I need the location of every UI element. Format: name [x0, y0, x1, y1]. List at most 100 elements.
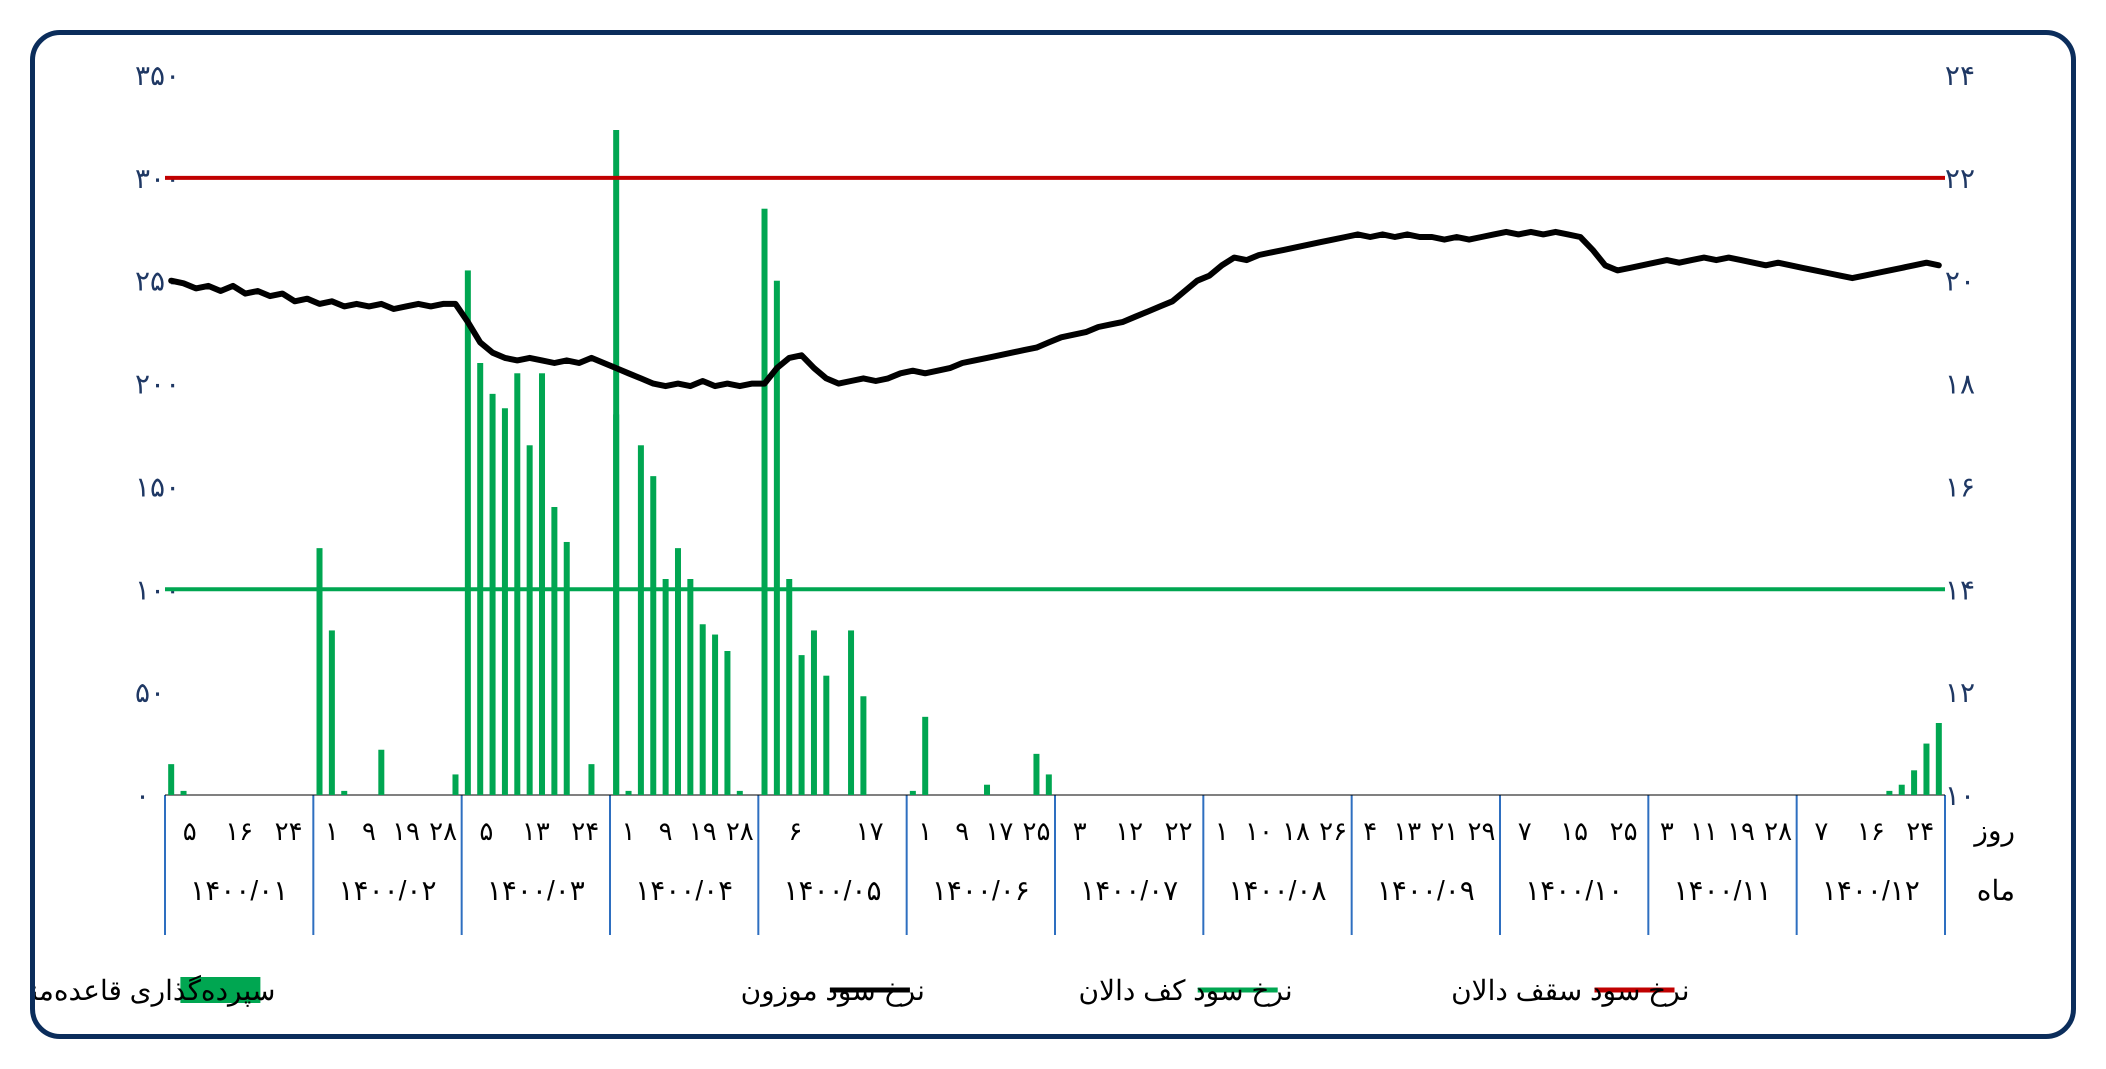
x-day-label: ۹ [362, 816, 376, 846]
deposit-bar [551, 507, 557, 795]
x-day-label: ۱۹ [1727, 816, 1755, 846]
deposit-bar [502, 408, 508, 795]
x-day-label: ۲۸ [429, 816, 457, 846]
deposit-bar [1899, 785, 1905, 795]
deposit-bar [786, 579, 792, 795]
right-axis-label: ۲۰ [1945, 266, 1975, 297]
x-day-label: ۲۱ [1430, 816, 1458, 846]
x-month-label: ۱۴۰۰/۱۰ [1525, 875, 1623, 906]
chart-svg: ۰۵۰۱۰۰۱۵۰۲۰۰۲۵۰۳۰۰۳۵۰۱۰۱۲۱۴۱۶۱۸۲۰۲۲۲۴۵۱۶… [35, 35, 2071, 1034]
left-axis-label: ۳۵۰ [135, 60, 180, 91]
x-day-label: ۱۱ [1690, 816, 1718, 846]
deposit-bar [1046, 774, 1052, 795]
x-day-label: ۵ [183, 816, 197, 846]
x-day-label: ۱۷ [856, 816, 884, 846]
x-day-label: ۱۳ [522, 816, 550, 846]
deposit-bar [1936, 723, 1942, 795]
x-month-label: ۱۴۰۰/۰۷ [1080, 875, 1178, 906]
x-day-label: ۱۹ [392, 816, 420, 846]
right-axis-label: ۱۶ [1945, 471, 1975, 502]
x-day-label: ۱۵ [1560, 816, 1588, 846]
x-day-label: ۹ [955, 816, 969, 846]
x-day-label: ۲۴ [275, 816, 303, 846]
deposit-bar [527, 445, 533, 795]
deposit-bar [650, 476, 656, 795]
deposit-bar [922, 717, 928, 795]
deposit-bar [712, 635, 718, 795]
deposit-bar [465, 270, 471, 795]
legend-label: نرخ سود کف دالان [1079, 975, 1293, 1007]
x-month-label: ۱۴۰۰/۰۲ [338, 875, 436, 906]
deposit-bar [687, 579, 693, 795]
x-day-label: ۲۴ [1906, 816, 1934, 846]
x-month-label: ۱۴۰۰/۰۸ [1228, 875, 1326, 906]
x-day-label: ۱ [1215, 816, 1229, 846]
deposit-bar [564, 542, 570, 795]
x-day-label: ۲۸ [1764, 816, 1792, 846]
deposit-bar [452, 774, 458, 795]
deposit-bar [848, 630, 854, 795]
deposit-bar [675, 548, 681, 795]
legend-label: نرخ سود موزون [741, 975, 925, 1007]
deposit-bar [317, 548, 323, 795]
x-month-label: ۱۴۰۰/۰۳ [487, 875, 585, 906]
right-axis-label: ۱۸ [1945, 369, 1975, 400]
deposit-bar [638, 445, 644, 795]
deposit-bar [799, 655, 805, 795]
x-month-label: ۱۴۰۰/۱۱ [1673, 875, 1771, 906]
deposit-bar [329, 630, 335, 795]
deposit-bar [1923, 744, 1929, 795]
x-day-label: ۲۵ [1022, 816, 1050, 846]
x-day-label: ۱۶ [225, 816, 253, 846]
x-day-label: ۳ [1073, 816, 1087, 846]
x-day-label: ۲۸ [726, 816, 754, 846]
left-axis-label: ۱۵۰ [135, 471, 180, 502]
deposit-bar [984, 785, 990, 795]
left-axis-label: ۰ [135, 780, 150, 811]
deposit-bar [168, 764, 174, 795]
x-day-label: ۱۰ [1245, 816, 1273, 846]
deposit-bar [910, 791, 916, 795]
x-row-month-label: ماه [1977, 875, 2015, 906]
chart-frame: ۰۵۰۱۰۰۱۵۰۲۰۰۲۵۰۳۰۰۳۵۰۱۰۱۲۱۴۱۶۱۸۲۰۲۲۲۴۵۱۶… [30, 30, 2076, 1039]
deposit-bar [378, 750, 384, 795]
deposit-bar [490, 394, 496, 795]
x-row-day-label: روز [1972, 815, 2015, 847]
x-day-label: ۱ [918, 816, 932, 846]
deposit-bar [1911, 770, 1917, 795]
deposit-bar [663, 579, 669, 795]
right-axis-label: ۱۲ [1945, 677, 1975, 708]
x-day-label: ۳ [1660, 816, 1674, 846]
right-axis-label: ۲۲ [1945, 163, 1975, 194]
x-month-label: ۱۴۰۰/۱۲ [1822, 875, 1920, 906]
x-day-label: ۱۳ [1393, 816, 1421, 846]
right-axis-label: ۲۴ [1945, 60, 1975, 91]
deposit-bar [477, 363, 483, 795]
right-axis-label: ۱۴ [1945, 574, 1975, 605]
x-day-label: ۱ [622, 816, 636, 846]
x-day-label: ۵ [479, 816, 493, 846]
x-day-label: ۲۶ [1319, 816, 1347, 846]
x-day-label: ۱۲ [1115, 816, 1143, 846]
x-month-label: ۱۴۰۰/۰۶ [932, 875, 1030, 906]
x-day-label: ۷ [1814, 816, 1828, 846]
x-day-label: ۴ [1363, 816, 1377, 846]
x-day-label: ۷ [1518, 816, 1532, 846]
x-day-label: ۶ [788, 816, 802, 846]
deposit-bar [823, 676, 829, 795]
deposit-bar [539, 373, 545, 795]
left-axis-label: ۲۰۰ [135, 369, 180, 400]
deposit-bar [700, 624, 706, 795]
x-day-label: ۹ [659, 816, 673, 846]
x-day-label: ۱۸ [1282, 816, 1310, 846]
deposit-bar [860, 696, 866, 795]
x-day-label: ۲۵ [1610, 816, 1638, 846]
deposit-bar [1033, 754, 1039, 795]
deposit-bar [181, 791, 187, 795]
x-month-label: ۱۴۰۰/۰۵ [783, 875, 881, 906]
x-month-label: ۱۴۰۰/۰۴ [635, 875, 733, 906]
x-day-label: ۱۹ [689, 816, 717, 846]
x-month-label: ۱۴۰۰/۰۱ [190, 875, 288, 906]
deposit-bar-overflow [613, 130, 619, 795]
x-day-label: ۱ [325, 816, 339, 846]
